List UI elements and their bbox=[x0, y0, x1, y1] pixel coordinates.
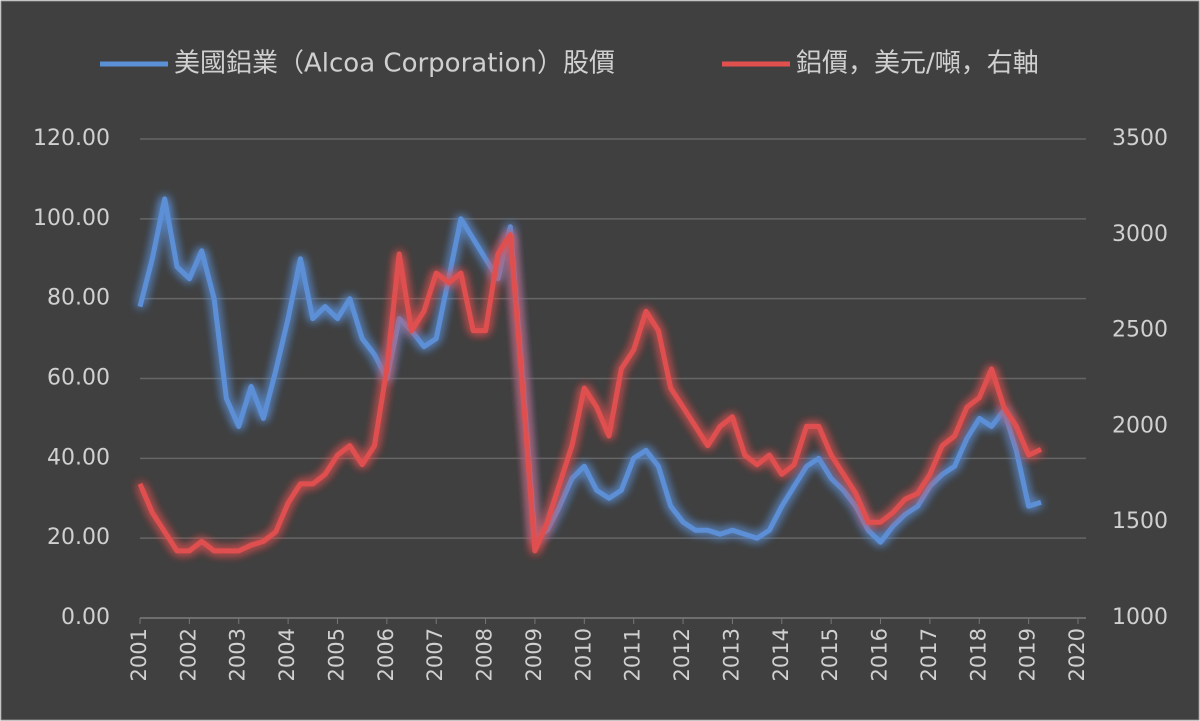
legend-label: 鋁價，美元/噸，右軸 bbox=[796, 49, 1039, 79]
y2-tick-label: 1500 bbox=[1112, 509, 1168, 534]
x-tick-label: 2014 bbox=[769, 628, 793, 681]
x-tick-label: 2020 bbox=[1065, 628, 1089, 681]
x-tick-label: 2012 bbox=[670, 628, 694, 681]
x-tick-label: 2001 bbox=[127, 628, 151, 681]
y-tick-label: 80.00 bbox=[47, 286, 110, 311]
y-tick-label: 100.00 bbox=[33, 206, 110, 231]
x-tick-label: 2011 bbox=[621, 628, 645, 681]
y2-tick-label: 2000 bbox=[1112, 413, 1168, 438]
legend-label: 美國鋁業（Alcoa Corporation）股價 bbox=[174, 49, 615, 79]
y2-tick-label: 3000 bbox=[1112, 222, 1168, 247]
x-tick-label: 2006 bbox=[374, 628, 398, 681]
x-tick-label: 2008 bbox=[473, 628, 497, 681]
series-line bbox=[137, 196, 1042, 545]
x-tick-label: 2004 bbox=[275, 628, 299, 681]
x-tick-label: 2015 bbox=[818, 628, 842, 681]
y-tick-label: 60.00 bbox=[47, 366, 110, 391]
x-tick-label: 2017 bbox=[917, 628, 941, 681]
x-tick-label: 2007 bbox=[423, 628, 447, 681]
x-tick-label: 2013 bbox=[719, 628, 743, 681]
x-tick-label: 2016 bbox=[868, 628, 892, 681]
x-tick-label: 2009 bbox=[522, 628, 546, 681]
y2-tick-label: 3500 bbox=[1112, 126, 1168, 151]
x-tick-label: 2005 bbox=[324, 628, 348, 681]
y-tick-label: 0.00 bbox=[61, 605, 110, 630]
x-tick-label: 2019 bbox=[1016, 628, 1040, 681]
y-tick-label: 20.00 bbox=[47, 525, 110, 550]
x-tick-label: 2010 bbox=[571, 628, 595, 681]
x-tick-label: 2018 bbox=[966, 628, 990, 681]
x-tick-label: 2003 bbox=[226, 628, 250, 681]
y2-tick-label: 2500 bbox=[1112, 318, 1168, 343]
y-tick-label: 40.00 bbox=[47, 445, 110, 470]
x-tick-label: 2002 bbox=[176, 628, 200, 681]
y-tick-label: 120.00 bbox=[33, 126, 110, 151]
y2-tick-label: 1000 bbox=[1112, 605, 1168, 630]
series-line bbox=[137, 232, 1043, 554]
